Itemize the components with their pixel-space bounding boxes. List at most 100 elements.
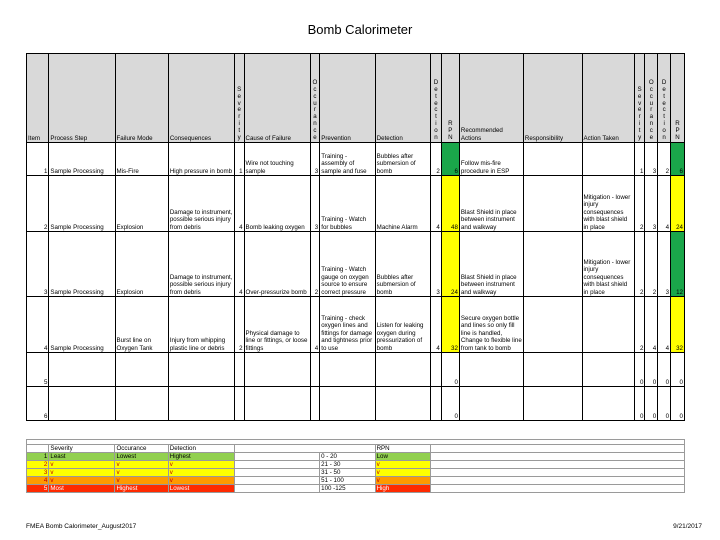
cell-action-taken xyxy=(581,142,635,176)
legend-header-occurance: Occurance xyxy=(114,444,169,453)
cell-recommended-actions: Follow mis-fire procedure in ESP xyxy=(458,142,524,176)
cell-severity-2: 0 xyxy=(633,386,646,421)
cell-responsibility xyxy=(522,352,583,387)
legend-rpn-range: 0 - 20 xyxy=(319,452,376,461)
cell-detection-score xyxy=(430,352,442,387)
cell-occurance: 2 xyxy=(309,231,321,297)
legend-severity: v xyxy=(48,468,116,477)
cell-occurance-2: 2 xyxy=(644,231,659,297)
cell-rpn-2: 0 xyxy=(670,386,685,421)
legend-severity: Least xyxy=(48,452,116,461)
cell-item: 1 xyxy=(25,142,50,176)
cell-item: 6 xyxy=(25,386,50,421)
legend-rpn-level: v xyxy=(374,468,432,477)
legend-rpn-range: 51 - 100 xyxy=(319,476,376,485)
cell-detection-2: 2 xyxy=(657,142,672,176)
cell-recommended-actions: Blast Shield in place between instrument… xyxy=(458,231,524,297)
cell-occurance-2: 0 xyxy=(644,386,659,421)
cell-rpn-2: 32 xyxy=(670,296,685,353)
legend-detection: Highest xyxy=(167,452,235,461)
cell-process-step: Sample Processing xyxy=(48,296,116,353)
legend-rpn-level: High xyxy=(374,484,432,493)
cell-recommended-actions xyxy=(458,386,524,421)
legend-rpn-level: v xyxy=(374,460,432,469)
cell-cause: Physical damage to line or fittings, or … xyxy=(243,296,311,353)
legend-row: 2 v v v 21 - 30 v xyxy=(25,460,685,469)
cell-failure-mode: Burst line on Oxygen Tank xyxy=(114,296,169,353)
header-prevention: Prevention xyxy=(319,53,376,143)
cell-rpn-2: 24 xyxy=(670,175,685,232)
legend-level: 5 xyxy=(25,484,50,493)
legend-rpn-range: 31 - 50 xyxy=(319,468,376,477)
cell-item: 2 xyxy=(25,175,50,232)
legend-occurance: v xyxy=(114,468,169,477)
cell-severity: 4 xyxy=(233,175,245,232)
cell-consequences: Damage to instrument, possible serious i… xyxy=(167,231,235,297)
cell-severity: 1 xyxy=(233,142,245,176)
header-consequences: Consequences xyxy=(167,53,235,143)
cell-action-taken xyxy=(581,296,635,353)
cell-occurance xyxy=(309,386,321,421)
legend-occurance: Highest xyxy=(114,484,169,493)
cell-detection xyxy=(374,352,432,387)
cell-item: 3 xyxy=(25,231,50,297)
cell-cause: Wire not touching sample xyxy=(243,142,311,176)
cell-severity-2: 0 xyxy=(633,352,646,387)
cell-item: 4 xyxy=(25,296,50,353)
legend-header-detection: Detection xyxy=(167,444,235,453)
cell-prevention: Training - assembly of sample and fuse xyxy=(319,142,376,176)
cell-occurance xyxy=(309,352,321,387)
cell-consequences xyxy=(167,386,235,421)
cell-cause xyxy=(243,386,311,421)
cell-detection-score: 4 xyxy=(430,175,442,232)
legend-detection: v xyxy=(167,460,235,469)
cell-consequences: Injury from whipping plastic line or deb… xyxy=(167,296,235,353)
cell-action-taken: Mitigation - lower injury consequences w… xyxy=(581,175,635,232)
page-title: Bomb Calorimeter xyxy=(307,22,413,37)
cell-rpn: 48 xyxy=(440,175,460,232)
legend-rpn-range: 100 -125 xyxy=(319,484,376,493)
cell-detection: Listen for leaking oxygen during pressur… xyxy=(374,296,432,353)
cell-rpn: 24 xyxy=(440,231,460,297)
legend-level: 1 xyxy=(25,452,50,461)
cell-consequences: Damage to instrument, possible serious i… xyxy=(167,175,235,232)
legend-occurance: Lowest xyxy=(114,452,169,461)
cell-occurance: 3 xyxy=(309,175,321,232)
header-responsibility: Responsibility xyxy=(522,53,583,143)
cell-process-step xyxy=(48,352,116,387)
cell-detection-score: 3 xyxy=(430,231,442,297)
cell-detection-2: 4 xyxy=(657,175,672,232)
cell-recommended-actions: Secure oxygen bottle and lines so only f… xyxy=(458,296,524,353)
legend-detection: v xyxy=(167,468,235,477)
cell-prevention: Training - Watch for bubbles xyxy=(319,175,376,232)
legend-row: 4 v v v 51 - 100 v xyxy=(25,476,685,485)
cell-detection-2: 4 xyxy=(657,296,672,353)
cell-occurance-2: 3 xyxy=(644,175,659,232)
cell-rpn: 0 xyxy=(440,386,460,421)
cell-occurance: 3 xyxy=(309,142,321,176)
table-row: 4 Sample Processing Burst line on Oxygen T… xyxy=(25,296,685,353)
legend-header-rpn: RPN xyxy=(374,444,432,453)
header-detection: Detection xyxy=(374,53,432,143)
legend-rpn-range: 21 - 30 xyxy=(319,460,376,469)
cell-occurance-2: 3 xyxy=(644,142,659,176)
legend-row: 5 Most Highest Lowest 100 -125 High xyxy=(25,484,685,493)
cell-responsibility xyxy=(522,231,583,297)
legend-row: 1 Least Lowest Highest 0 - 20 Low xyxy=(25,452,685,461)
legend-severity: Most xyxy=(48,484,116,493)
cell-occurance-2: 4 xyxy=(644,296,659,353)
cell-process-step xyxy=(48,386,116,421)
cell-prevention: Training - Watch gauge on oxygen source … xyxy=(319,231,376,297)
legend-rpn-level: v xyxy=(374,476,432,485)
cell-severity: 4 xyxy=(233,231,245,297)
header-action-taken: Action Taken xyxy=(581,53,635,143)
cell-process-step: Sample Processing xyxy=(48,175,116,232)
cell-consequences xyxy=(167,352,235,387)
legend-severity: v xyxy=(48,460,116,469)
